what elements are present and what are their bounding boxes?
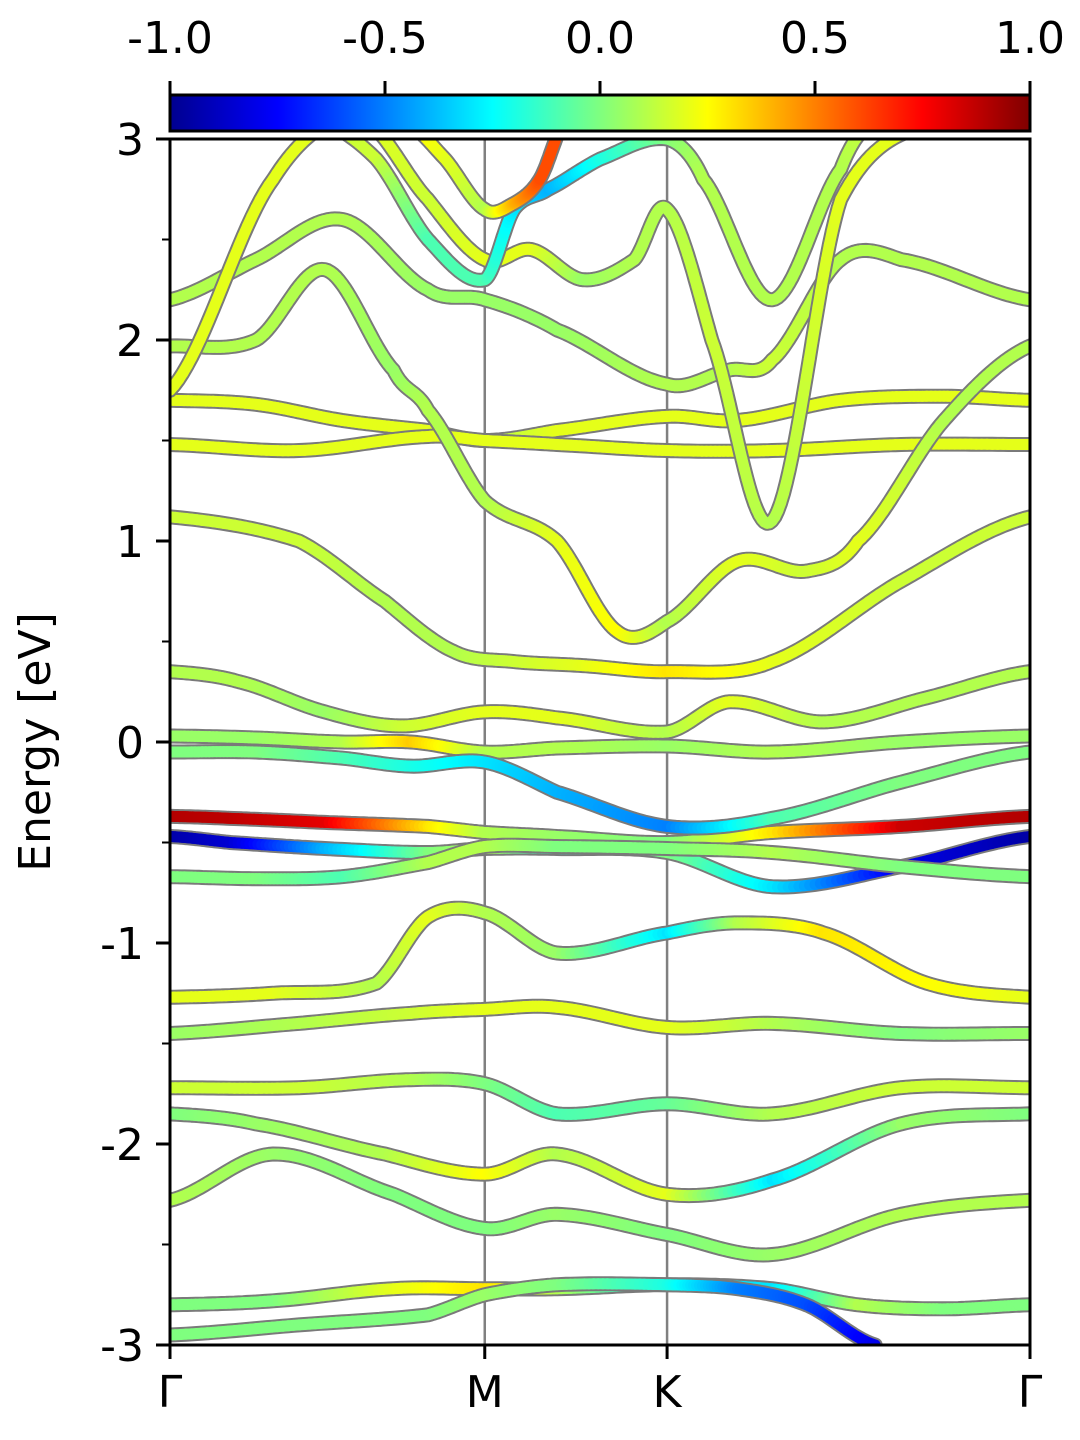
y-tick-label: -2 bbox=[100, 1120, 144, 1171]
colorbar-tick-label: 0.0 bbox=[565, 13, 635, 64]
band-8 bbox=[170, 998, 1030, 1042]
colorbar-tick-label: -0.5 bbox=[342, 13, 428, 64]
band-outline bbox=[170, 139, 910, 531]
band-9 bbox=[170, 1071, 1030, 1122]
y-tick-label: 1 bbox=[116, 517, 144, 568]
band-21 bbox=[416, 139, 564, 220]
band-1 bbox=[170, 808, 1030, 851]
band-16 bbox=[170, 428, 1030, 459]
band-14 bbox=[170, 509, 1030, 680]
band-segment bbox=[344, 139, 357, 143]
colorbar-gradient bbox=[168, 93, 1032, 133]
band-4 bbox=[170, 664, 1030, 740]
band-segment bbox=[897, 139, 905, 140]
colorbar-tick-label: -1.0 bbox=[127, 13, 213, 64]
band-11 bbox=[170, 1146, 1030, 1263]
x-tick-label: Γ bbox=[1018, 1367, 1043, 1418]
band-segment bbox=[552, 139, 562, 142]
band-outline bbox=[170, 388, 1030, 448]
y-axis-label: Energy [eV] bbox=[10, 612, 61, 872]
band-3 bbox=[170, 837, 1030, 887]
x-tick-label: Γ bbox=[158, 1367, 183, 1418]
y-axis: -3 -2 -1 0 1 2 3 bbox=[100, 115, 170, 1372]
band-6 bbox=[170, 744, 1030, 836]
band-15 bbox=[170, 388, 1030, 448]
colorbar: -1.0 -0.5 0.0 0.5 1.0 bbox=[127, 13, 1065, 133]
y-tick-label: -3 bbox=[100, 1321, 144, 1372]
band-lines bbox=[170, 139, 1030, 1345]
band-segment bbox=[853, 139, 863, 142]
band-segment bbox=[419, 139, 425, 140]
colorbar-tick-label: 1.0 bbox=[995, 13, 1065, 64]
band-17 bbox=[170, 211, 1030, 394]
band-segment bbox=[344, 139, 349, 140]
colorbar-tick-label: 0.5 bbox=[780, 13, 850, 64]
band-10 bbox=[170, 1106, 1030, 1204]
band-19 bbox=[170, 139, 910, 531]
band-13 bbox=[170, 1276, 883, 1345]
band-20 bbox=[340, 139, 866, 308]
y-tick-label: 3 bbox=[116, 115, 144, 166]
band-segment bbox=[419, 139, 429, 142]
band-segment bbox=[377, 139, 387, 142]
x-tick-label: K bbox=[653, 1367, 683, 1418]
band-outline bbox=[170, 211, 1030, 394]
band-5 bbox=[170, 728, 1030, 760]
band-segment bbox=[343, 139, 354, 142]
band-segment bbox=[304, 139, 315, 142]
band-segment bbox=[419, 139, 431, 144]
band-18 bbox=[170, 261, 1030, 645]
band-segment bbox=[891, 139, 905, 143]
y-tick-label: 2 bbox=[116, 316, 144, 367]
x-tick-label: M bbox=[466, 1367, 504, 1418]
y-tick-label: 0 bbox=[116, 718, 144, 769]
band-7 bbox=[170, 900, 1030, 1005]
y-tick-label: -1 bbox=[100, 919, 144, 970]
